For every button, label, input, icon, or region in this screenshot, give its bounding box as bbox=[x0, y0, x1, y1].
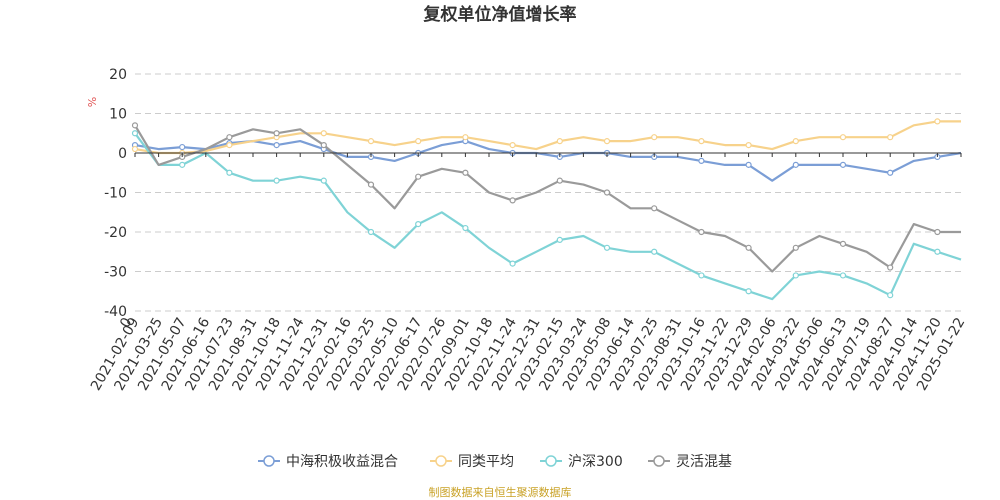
legend-label: 同类平均 bbox=[458, 454, 514, 470]
data-point bbox=[698, 272, 705, 279]
data-point bbox=[556, 138, 563, 145]
data-point bbox=[839, 134, 847, 141]
legend-marker bbox=[435, 455, 447, 467]
series-line bbox=[134, 124, 961, 273]
data-point bbox=[320, 130, 327, 137]
data-point bbox=[745, 288, 752, 295]
y-axis-ticks: 20 10 0 -10 -20 -30 -40 bbox=[104, 67, 127, 320]
data-point bbox=[887, 134, 894, 141]
data-point bbox=[273, 130, 280, 137]
data-point bbox=[415, 138, 422, 145]
data-point bbox=[792, 161, 799, 168]
legend-item[interactable]: 中海积极收益混合 bbox=[258, 454, 398, 470]
data-point bbox=[273, 142, 280, 149]
series-line bbox=[134, 132, 962, 301]
data-point bbox=[226, 142, 233, 149]
y-tick-label: 20 bbox=[109, 67, 127, 83]
series-line bbox=[134, 120, 961, 155]
legend-item[interactable]: 沪深300 bbox=[540, 454, 623, 470]
data-point bbox=[556, 177, 563, 184]
data-point bbox=[839, 240, 847, 247]
data-point bbox=[509, 197, 516, 204]
data-point bbox=[462, 224, 469, 232]
data-point bbox=[698, 138, 705, 145]
data-point bbox=[320, 177, 327, 184]
data-point bbox=[698, 228, 705, 236]
data-point bbox=[179, 143, 186, 151]
legend[interactable]: 中海积极收益混合 同类平均 沪深300 灵活混基 bbox=[258, 453, 732, 470]
data-point bbox=[887, 292, 894, 299]
data-point bbox=[651, 248, 658, 255]
source-note: 制图数据来自恒生聚源数据库 bbox=[429, 485, 572, 499]
data-point bbox=[556, 236, 563, 243]
data-point bbox=[792, 272, 799, 279]
data-point bbox=[934, 228, 941, 236]
data-point bbox=[509, 142, 516, 149]
y-tick-label: -10 bbox=[104, 186, 127, 202]
data-point bbox=[509, 260, 516, 267]
legend-marker bbox=[263, 455, 275, 467]
grid bbox=[135, 73, 961, 312]
legend-item[interactable]: 同类平均 bbox=[430, 454, 514, 470]
data-point bbox=[934, 248, 941, 255]
data-point bbox=[887, 169, 894, 176]
data-point bbox=[367, 228, 375, 236]
legend-label: 灵活混基 bbox=[676, 453, 732, 470]
data-point bbox=[367, 138, 375, 145]
series-3 bbox=[131, 122, 961, 273]
data-point bbox=[226, 134, 233, 141]
y-tick-label: 10 bbox=[109, 107, 127, 123]
data-point bbox=[839, 161, 847, 168]
data-point bbox=[745, 142, 752, 149]
legend-marker bbox=[545, 455, 557, 467]
chart-title: 复权单位净值增长率 bbox=[423, 4, 577, 25]
data-point bbox=[745, 161, 752, 168]
data-point bbox=[273, 177, 280, 184]
data-point bbox=[603, 244, 611, 251]
data-point bbox=[698, 157, 705, 164]
data-point bbox=[131, 130, 139, 137]
data-point bbox=[367, 181, 375, 188]
data-point bbox=[651, 205, 658, 212]
data-point bbox=[792, 244, 799, 251]
data-point bbox=[603, 138, 611, 145]
data-point bbox=[462, 169, 469, 176]
legend-label: 沪深300 bbox=[568, 454, 623, 470]
data-point bbox=[179, 161, 186, 168]
data-point bbox=[792, 138, 799, 145]
data-point bbox=[603, 189, 611, 196]
data-point bbox=[651, 134, 658, 141]
data-point bbox=[887, 264, 894, 271]
data-point bbox=[415, 173, 422, 180]
legend-label: 中海积极收益混合 bbox=[286, 454, 398, 470]
x-axis-ticks: 02021-02-092021-03-252021-05-072021-06-1… bbox=[88, 315, 969, 394]
y-tick-label: -40 bbox=[104, 304, 127, 320]
x-axis bbox=[134, 152, 962, 157]
data-point bbox=[226, 169, 233, 176]
data-point bbox=[415, 221, 422, 228]
legend-marker bbox=[653, 455, 665, 467]
data-point bbox=[131, 145, 139, 153]
series-1 bbox=[131, 118, 961, 157]
series-2 bbox=[131, 130, 962, 301]
series-lines bbox=[131, 118, 962, 301]
y-tick-label: -30 bbox=[104, 265, 127, 281]
y-axis-label: % bbox=[86, 97, 99, 107]
data-point bbox=[462, 134, 469, 141]
data-point bbox=[745, 244, 752, 251]
data-point bbox=[839, 272, 847, 279]
legend-item[interactable]: 灵活混基 bbox=[648, 453, 732, 470]
data-point bbox=[131, 122, 139, 129]
y-tick-label: -20 bbox=[104, 225, 127, 241]
data-point bbox=[934, 118, 941, 125]
y-tick-label: 0 bbox=[118, 146, 127, 162]
data-point bbox=[320, 142, 327, 149]
series-line bbox=[134, 140, 962, 182]
